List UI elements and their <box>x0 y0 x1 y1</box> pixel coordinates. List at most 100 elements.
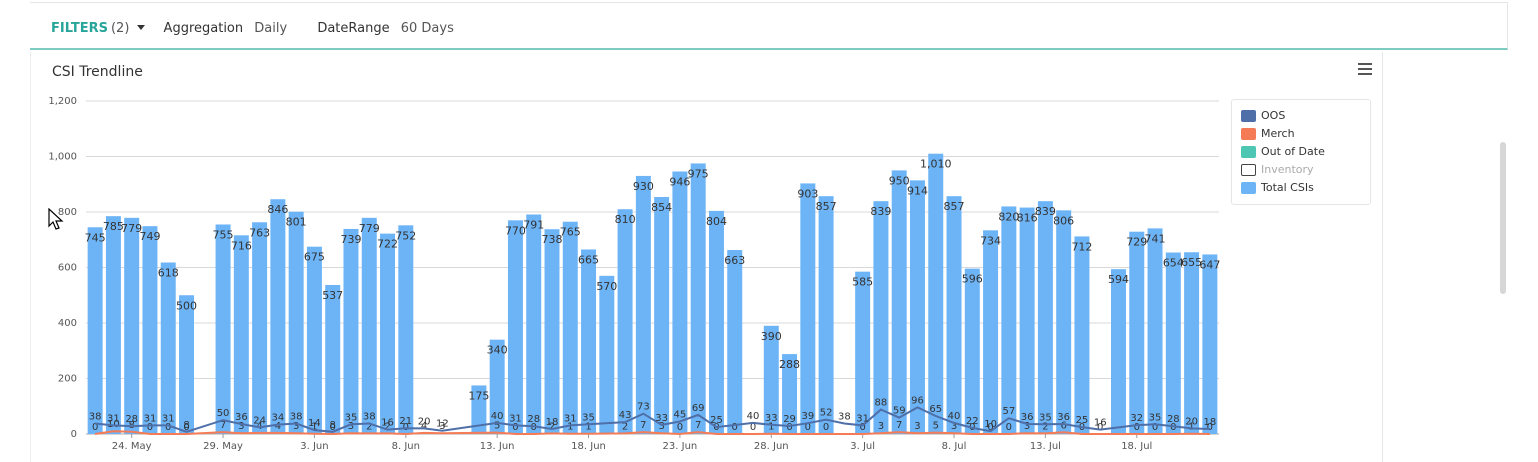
x-tick-label: 28. Jun <box>754 441 789 452</box>
data-label-total: 655 <box>1181 256 1202 269</box>
data-label-total: 779 <box>121 222 142 235</box>
hamburger-menu-icon[interactable] <box>1358 63 1372 75</box>
oos-line-data-label: 28 <box>125 414 138 425</box>
bar-total-csis <box>763 325 779 434</box>
legend-item-oos[interactable]: OOS <box>1241 109 1285 125</box>
data-label-total: 804 <box>706 215 727 228</box>
data-label-total: 654 <box>1163 257 1184 270</box>
data-label-total: 950 <box>889 174 910 187</box>
y-tick-label: 200 <box>58 374 77 385</box>
bar-total-csis <box>581 249 597 434</box>
merch-line-data-label: 1 <box>311 422 317 433</box>
bar-total-csis <box>1074 236 1090 434</box>
legend-item-total-csis[interactable]: Total CSIs <box>1241 181 1314 197</box>
bar-total-csis <box>1056 210 1072 434</box>
legend-swatch-merch <box>1241 128 1256 140</box>
filters-toggle[interactable]: FILTERS <box>51 21 108 36</box>
oos-line-data-label: 59 <box>893 406 906 417</box>
merch-line-data-label: 1 <box>768 422 774 433</box>
data-label-total: 340 <box>487 344 508 357</box>
x-tick-label: 24. May <box>112 441 152 452</box>
panel-title: CSI Trendline <box>52 64 143 80</box>
data-label-total: 779 <box>359 222 380 235</box>
bar-total-csis <box>471 385 487 434</box>
filters-count[interactable]: (2) <box>110 21 130 36</box>
bar-total-csis <box>800 183 816 434</box>
legend-item-out-of-date[interactable]: Out of Date <box>1241 145 1325 161</box>
data-label-total: 665 <box>578 253 599 266</box>
merch-line-data-label: 7 <box>640 420 646 431</box>
bar-total-csis <box>142 226 158 434</box>
bar-total-csis <box>507 220 523 434</box>
data-label-total: 745 <box>85 231 106 244</box>
data-label-total: 647 <box>1199 258 1220 271</box>
filter-bar-content: FILTERS (2) Aggregation Daily DateRange 6… <box>51 21 454 36</box>
data-label-total: 585 <box>852 276 873 289</box>
oos-line-data-label: 25 <box>1076 415 1089 426</box>
oos-line-data-label: 12 <box>436 419 449 430</box>
bar-total-csis <box>160 262 176 434</box>
legend-item-inventory[interactable]: Inventory <box>1241 163 1314 179</box>
merch-line-data-label: 0 <box>1170 422 1176 433</box>
legend-item-merch[interactable]: Merch <box>1241 127 1295 143</box>
data-label-total: 734 <box>980 234 1001 247</box>
merch-line-data-label: 0 <box>165 422 171 433</box>
bar-total-csis <box>855 271 871 434</box>
merch-line-data-label: 0 <box>1006 422 1012 433</box>
x-tick-label: 13. Jul <box>1030 441 1061 452</box>
oos-line-data-label: 10 <box>984 419 997 430</box>
oos-line-data-label: 40 <box>948 411 961 422</box>
oos-line-data-label: 36 <box>235 412 248 423</box>
bar-total-csis <box>288 211 304 434</box>
bar-total-csis <box>891 170 907 434</box>
bar-total-csis <box>928 153 944 434</box>
bar-total-csis <box>1001 206 1017 434</box>
bar-total-csis <box>617 209 633 434</box>
merch-line-data-label: 2 <box>1042 421 1048 432</box>
legend-swatch-inventory <box>1241 164 1256 176</box>
bar-total-csis <box>361 217 377 434</box>
oos-line <box>94 406 1210 433</box>
data-label-total: 1,010 <box>920 158 952 171</box>
oos-line-data-label: 14 <box>308 418 321 429</box>
oos-line-data-label: 36 <box>1021 412 1034 423</box>
data-label-total: 570 <box>596 280 617 293</box>
merch-line-data-label: 0 <box>677 422 683 433</box>
oos-line-data-label: 24 <box>253 415 266 426</box>
merch-line-data-label: 6 <box>1060 420 1066 431</box>
oos-line-data-label: 35 <box>582 412 595 423</box>
y-tick-label: 400 <box>58 318 77 329</box>
aggregation-value[interactable]: Daily <box>254 21 288 36</box>
chevron-down-icon[interactable] <box>137 25 146 30</box>
legend-label-inventory: Inventory <box>1261 163 1314 176</box>
oos-line-data-label: 31 <box>856 413 869 424</box>
oos-line-data-label: 31 <box>107 413 120 424</box>
merch-line-data-label: 3 <box>238 421 244 432</box>
page-scrollbar[interactable] <box>1500 142 1506 294</box>
bar-total-csis <box>87 227 103 434</box>
bar-total-csis <box>233 235 249 434</box>
data-label-total: 975 <box>688 167 709 180</box>
daterange-value[interactable]: 60 Days <box>400 21 454 36</box>
filter-bar: FILTERS (2) Aggregation Daily DateRange 6… <box>30 2 1508 50</box>
oos-line-data-label: 39 <box>801 411 814 422</box>
oos-line-data-label: 28 <box>1167 414 1180 425</box>
y-tick-label: 1,000 <box>48 152 77 163</box>
merch-line-data-label: 0 <box>859 422 865 433</box>
oos-line-data-label: 8 <box>330 420 336 431</box>
x-tick-label: 29. May <box>203 441 243 452</box>
oos-line-data-label: 31 <box>509 413 522 424</box>
y-tick-label: 800 <box>58 207 77 218</box>
bar-total-csis <box>873 201 889 434</box>
data-label-total: 839 <box>1035 205 1056 218</box>
oos-line-data-label: 20 <box>1185 416 1198 427</box>
merch-line-data-label: 1 <box>567 422 573 433</box>
merch-line-data-label: 0 <box>92 422 98 433</box>
oos-line-data-label: 20 <box>418 416 431 427</box>
merch-line-data-label: 0 <box>732 422 738 433</box>
oos-line-data-label: 45 <box>674 410 687 421</box>
data-label-total: 722 <box>377 238 398 251</box>
data-label-total: 716 <box>231 239 252 252</box>
data-label-total: 755 <box>213 228 234 241</box>
merch-line <box>94 430 1210 436</box>
